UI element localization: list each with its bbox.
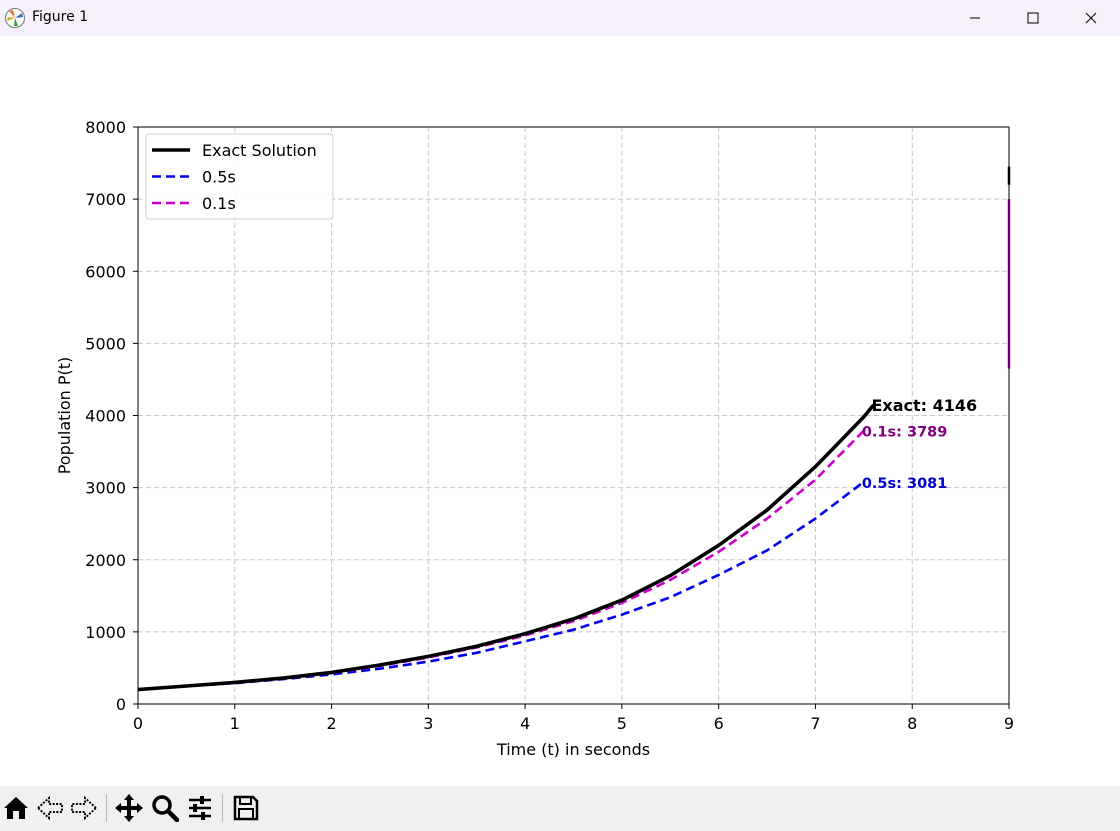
y-tick-label: 2000 bbox=[85, 551, 126, 570]
x-tick-label: 6 bbox=[714, 714, 724, 733]
legend-entry-label: 0.1s bbox=[202, 194, 236, 213]
annotation-label: Exact: 4146 bbox=[872, 396, 978, 415]
annotation-label: 0.1s: 3789 bbox=[862, 425, 948, 441]
save-button[interactable] bbox=[230, 792, 262, 824]
x-tick-label: 1 bbox=[230, 714, 240, 733]
x-tick-label: 3 bbox=[423, 714, 433, 733]
series-line-exact bbox=[137, 403, 875, 692]
x-tick-label: 2 bbox=[326, 714, 336, 733]
maximize-icon bbox=[1027, 12, 1039, 24]
y-tick-label: 8000 bbox=[85, 118, 126, 137]
y-tick-label: 5000 bbox=[85, 334, 126, 353]
x-tick-label: 9 bbox=[1004, 714, 1014, 733]
x-tick-label: 7 bbox=[810, 714, 820, 733]
x-tick-label: 0 bbox=[133, 714, 143, 733]
y-tick-label: 1000 bbox=[85, 623, 126, 642]
forward-button[interactable] bbox=[68, 792, 100, 824]
close-icon bbox=[1085, 12, 1097, 24]
figure-canvas[interactable]: 0 1 2 3 4 5 6 7 8 9 0 1000 2000 3000 4000 5000 6000 7000 8… bbox=[0, 36, 1120, 786]
toolbar-separator bbox=[106, 794, 107, 822]
legend: Exact Solution 0.5s 0.1s bbox=[145, 133, 334, 220]
x-tick-label: 8 bbox=[907, 714, 917, 733]
matplotlib-logo-icon bbox=[5, 8, 25, 28]
annotation-label: 0.5s: 3081 bbox=[862, 476, 948, 492]
zoom-magnifier-icon bbox=[152, 795, 179, 822]
series-line-0-5s bbox=[137, 480, 865, 691]
zoom-button[interactable] bbox=[149, 792, 181, 824]
y-axis-label: Population P(t) bbox=[55, 357, 74, 475]
x-axis-label: Time (t) in seconds bbox=[496, 740, 650, 759]
back-button[interactable] bbox=[34, 792, 66, 824]
window-titlebar: Figure 1 bbox=[0, 0, 1120, 36]
axis-ticks: 0 1 2 3 4 5 6 7 8 9 0 1000 2000 3000 4000 5000 6000 7000 8… bbox=[85, 118, 1014, 733]
annotations: Exact: 4146 0.1s: 3789 0.5s: 3081 bbox=[862, 396, 977, 492]
pan-move-icon bbox=[115, 794, 143, 822]
save-disk-icon bbox=[233, 795, 259, 821]
navigation-toolbar bbox=[0, 786, 1120, 831]
close-button[interactable] bbox=[1062, 0, 1120, 36]
window-title: Figure 1 bbox=[32, 9, 89, 25]
forward-arrow-icon bbox=[71, 795, 98, 821]
y-tick-label: 6000 bbox=[85, 262, 126, 281]
series-lines bbox=[137, 403, 875, 692]
legend-entry-label: 0.5s bbox=[202, 168, 236, 187]
y-tick-label: 0 bbox=[116, 695, 126, 714]
x-tick-label: 4 bbox=[520, 714, 530, 733]
y-tick-label: 7000 bbox=[85, 190, 126, 209]
legend-entry-label: Exact Solution bbox=[202, 141, 317, 160]
home-button[interactable] bbox=[0, 792, 32, 824]
y-tick-label: 4000 bbox=[85, 407, 126, 426]
x-tick-label: 5 bbox=[617, 714, 627, 733]
toolbar-separator bbox=[222, 794, 223, 822]
pan-button[interactable] bbox=[113, 792, 145, 824]
home-icon bbox=[4, 797, 28, 819]
configure-subplots-icon bbox=[189, 796, 211, 820]
configure-subplots-button[interactable] bbox=[184, 792, 216, 824]
y-tick-label: 3000 bbox=[85, 479, 126, 498]
back-arrow-icon bbox=[36, 795, 63, 821]
maximize-button[interactable] bbox=[1004, 0, 1062, 36]
legend-box bbox=[145, 133, 334, 220]
minimize-button[interactable] bbox=[946, 0, 1004, 36]
minimize-icon bbox=[970, 17, 980, 19]
